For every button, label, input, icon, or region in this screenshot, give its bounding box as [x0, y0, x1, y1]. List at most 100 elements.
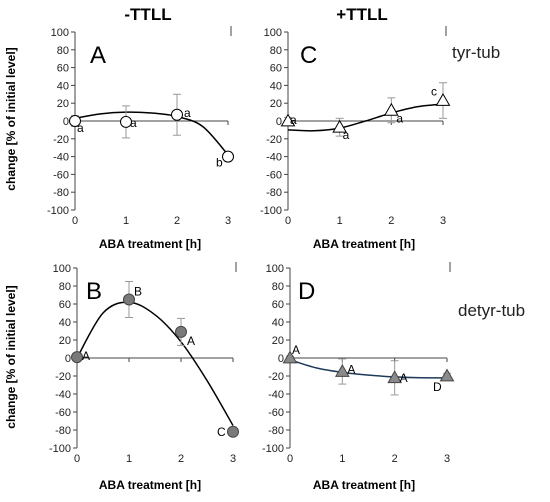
y-tick-label-d-4: -20: [268, 371, 284, 383]
y-tick-label-b-10: 100: [53, 263, 71, 275]
x-axis-title-d: ABA treatment [h]: [313, 478, 415, 492]
data-point-d-3: [439, 368, 455, 382]
fit-curve-a: [74, 111, 229, 156]
y-tick-label-c-1: -80: [266, 187, 282, 199]
y-tick-label-c-3: -40: [266, 152, 282, 164]
data-point-b-0: [71, 351, 83, 364]
y-tick-label-a-8: 60: [57, 63, 69, 75]
y-tick-label-d-7: 40: [272, 317, 284, 329]
x-tick-label-b-0: 0: [74, 453, 80, 465]
y-tick-label-b-6: 20: [59, 335, 71, 347]
x-tick-label-a-3: 3: [225, 215, 231, 227]
significance-label-d-2: A: [400, 371, 408, 385]
significance-label-c-2: a: [396, 111, 403, 125]
data-point-d-1: [334, 363, 350, 377]
panel-a: -100 -80 -60 -40 -20 0 20 40 60 80 100 0 1 2 3 a a a b A: [47, 26, 234, 227]
y-tick-label-a-0: -100: [47, 205, 69, 217]
significance-label-a-1: a: [130, 116, 137, 130]
y-tick-label-d-2: -60: [268, 407, 284, 419]
fit-curve-d: [289, 359, 448, 379]
significance-label-b-1: B: [134, 285, 142, 299]
x-tick-label-a-0: 0: [72, 215, 78, 227]
panel-letter-a: A: [90, 42, 106, 69]
x-axis-title-a: ABA treatment [h]: [99, 237, 201, 251]
y-tick-label-b-9: 80: [59, 281, 71, 293]
panel-c: -100 -80 -60 -40 -20 0 20 40 60 80 100 0 1 2 3 a a a c C: [260, 26, 451, 227]
y-tick-label-a-5: 0: [63, 116, 69, 128]
column-title-plus-ttll: +TTLL: [336, 5, 387, 24]
row-label-tyr-tub: tyr-tub: [452, 43, 500, 62]
data-point-c-3: [435, 93, 451, 106]
data-point-c-1: [332, 119, 348, 133]
y-tick-label-b-1: -80: [55, 425, 71, 437]
y-tick-label-b-7: 40: [59, 317, 71, 329]
y-tick-label-d-6: 20: [272, 335, 284, 347]
x-tick-label-d-3: 3: [444, 453, 450, 465]
y-tick-label-b-8: 60: [59, 299, 71, 311]
y-tick-label-b-2: -60: [55, 407, 71, 419]
y-tick-label-c-9: 80: [270, 45, 282, 57]
x-tick-label-c-2: 2: [388, 215, 394, 227]
x-tick-label-c-0: 0: [285, 215, 291, 227]
data-point-a-1: [120, 115, 132, 128]
y-tick-label-b-0: -100: [49, 443, 71, 455]
significance-label-d-0: A: [292, 343, 300, 357]
y-tick-label-a-7: 40: [57, 80, 69, 92]
data-point-b-1: [123, 293, 135, 306]
fit-curve-b: [76, 301, 234, 426]
data-point-a-3: [222, 150, 234, 163]
data-point-d-0: [282, 350, 298, 364]
y-tick-label-c-10: 100: [264, 27, 282, 39]
y-axis-title-bottom: change [% of initial level]: [4, 285, 18, 428]
significance-label-a-2: a: [184, 106, 191, 120]
row-label-detyr-tub: detyr-tub: [458, 301, 525, 320]
data-point-b-2: [175, 325, 187, 338]
y-tick-label-c-8: 60: [270, 63, 282, 75]
significance-label-b-2: A: [187, 334, 195, 348]
y-tick-label-c-2: -60: [266, 169, 282, 181]
y-tick-label-d-5: 0: [278, 353, 284, 365]
x-tick-label-a-1: 1: [123, 215, 129, 227]
panel-d: -100 -80 -60 -40 -20 0 20 40 60 80 100 0 1 2 3 A A A D D: [262, 262, 455, 465]
x-tick-label-b-3: 3: [230, 453, 236, 465]
data-point-b-3: [227, 425, 239, 438]
data-point-a-2: [171, 108, 183, 121]
significance-label-d-1: A: [347, 363, 355, 377]
panel-b: -100 -80 -60 -40 -20 0 20 40 60 80 100 0 1 2 3 A B A C B: [49, 262, 239, 465]
y-tick-label-c-6: 20: [270, 98, 282, 110]
panel-letter-d: D: [298, 278, 315, 305]
y-tick-label-d-3: -40: [268, 389, 284, 401]
y-tick-label-b-3: -40: [55, 389, 71, 401]
significance-label-c-1: a: [343, 128, 350, 142]
x-tick-label-d-2: 2: [392, 453, 398, 465]
data-point-c-0: [280, 113, 296, 127]
significance-label-a-3: b: [216, 156, 223, 170]
y-tick-label-a-4: -20: [53, 134, 69, 146]
y-tick-label-b-4: -20: [55, 371, 71, 383]
y-tick-label-d-9: 80: [272, 281, 284, 293]
y-tick-label-a-1: -80: [53, 187, 69, 199]
y-tick-label-d-1: -80: [268, 425, 284, 437]
x-tick-label-c-1: 1: [337, 215, 343, 227]
y-tick-label-d-0: -100: [262, 443, 284, 455]
data-point-d-2: [387, 370, 403, 384]
x-tick-label-c-3: 3: [440, 215, 446, 227]
significance-label-c-3: c: [431, 85, 437, 99]
significance-label-a-0: a: [77, 121, 84, 135]
y-axis-title-top: change [% of initial level]: [4, 47, 18, 190]
y-tick-label-a-10: 100: [51, 27, 69, 39]
significance-label-b-0: A: [82, 349, 90, 363]
x-tick-label-b-1: 1: [126, 453, 132, 465]
x-tick-label-d-1: 1: [339, 453, 345, 465]
y-tick-label-c-4: -20: [266, 134, 282, 146]
data-point-c-2: [383, 102, 399, 116]
significance-label-d-3: D: [433, 380, 442, 394]
y-tick-label-d-8: 60: [272, 299, 284, 311]
y-tick-label-a-9: 80: [57, 45, 69, 57]
panel-letter-c: C: [300, 42, 317, 69]
x-tick-label-d-0: 0: [287, 453, 293, 465]
x-tick-label-b-2: 2: [178, 453, 184, 465]
significance-label-c-0: a: [290, 113, 297, 127]
